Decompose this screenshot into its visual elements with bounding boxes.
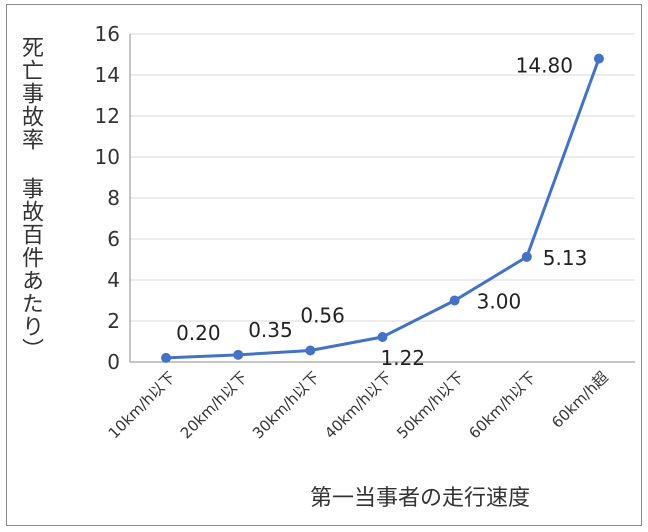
x-tick-label: 60km/h超 <box>548 368 612 432</box>
data-point <box>233 349 244 360</box>
x-tick-label: 10km/h以下 <box>105 368 179 442</box>
data-point <box>521 251 532 262</box>
data-label: 0.56 <box>300 304 345 328</box>
y-tick-label: 14 <box>95 63 120 87</box>
x-tick-label: 60km/h以下 <box>465 368 539 442</box>
x-axis-label: 第一当事者の走行速度 <box>310 486 530 511</box>
data-label: 1.22 <box>381 346 426 370</box>
data-point <box>161 352 172 363</box>
data-label: 3.00 <box>477 290 522 314</box>
y-tick-label: 10 <box>95 145 120 169</box>
data-point <box>305 345 316 356</box>
data-label: 0.20 <box>176 321 221 345</box>
data-label: 0.35 <box>248 318 293 342</box>
data-label: 5.13 <box>543 246 588 270</box>
y-tick-label: 6 <box>107 227 120 251</box>
x-tick-labels: 10km/h以下20km/h以下30km/h以下40km/h以下50km/h以下… <box>105 368 612 442</box>
data-labels: 0.20 0.35 0.56 1.22 3.00 5.13 14.80 <box>176 54 587 370</box>
y-tick-label: 4 <box>107 268 120 292</box>
data-point <box>377 331 388 342</box>
x-tick-label: 50km/h以下 <box>393 368 467 442</box>
y-tick-label: 16 <box>95 22 120 46</box>
y-tick-label: 2 <box>107 309 120 333</box>
grid-lines <box>130 33 635 322</box>
y-axis-label: 死亡事故率 事故百件あたり） <box>18 36 43 361</box>
series-line <box>166 58 601 360</box>
y-tick-label: 0 <box>107 350 120 374</box>
y-tick-labels: 0 2 4 6 8 10 12 14 16 <box>95 22 120 374</box>
x-tick-label: 20km/h以下 <box>177 368 251 442</box>
data-point <box>593 53 604 64</box>
data-point <box>449 295 460 306</box>
y-tick-label: 12 <box>95 104 120 128</box>
chart-frame <box>6 4 642 526</box>
x-tick-label: 30km/h以下 <box>249 368 323 442</box>
y-tick-label: 8 <box>107 186 120 210</box>
data-series <box>161 53 604 363</box>
data-label: 14.80 <box>516 54 573 78</box>
axes <box>129 34 635 363</box>
x-tick-label: 40km/h以下 <box>321 368 395 442</box>
